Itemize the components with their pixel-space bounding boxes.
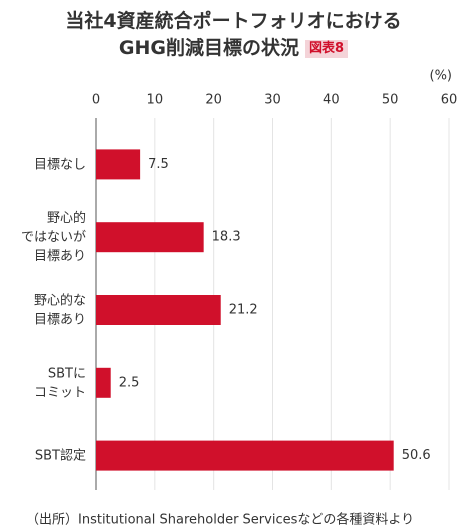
x-tick-label: 10 [147,93,164,108]
source-note: （出所）Institutional Shareholder Servicesなど… [26,512,414,528]
x-tick-label: 30 [264,93,281,108]
bar [96,367,111,398]
title-line: GHG削減目標の状況 図表8 [0,35,467,62]
unit-label: (%) [430,69,453,84]
value-label: 50.6 [402,448,431,463]
value-label: 21.2 [229,303,258,318]
bar [96,149,141,180]
x-tick-label: 0 [92,93,100,108]
x-tick-label: 50 [382,93,399,108]
figure-label: 図表8 [305,40,349,58]
y-tick-label: 野心的ではないが目標あり [21,210,86,264]
value-label: 7.5 [148,157,169,172]
y-tick-label: 目標なし [34,157,86,172]
x-tick-label: 60 [441,93,458,108]
y-tick-label: 野心的な目標あり [34,292,86,327]
y-tick-label: SBTにコミット [34,366,86,400]
bar [96,295,221,325]
chart-title: GHG削減目標の状況 [118,37,300,59]
x-tick-label: 40 [323,93,340,108]
value-label: 18.3 [212,230,241,245]
value-label: 2.5 [119,375,140,390]
chart-title: 当社4資産統合ポートフォリオにおける [65,10,402,32]
y-tick-label: SBT認定 [35,447,86,463]
bar [96,222,204,253]
x-tick-label: 20 [205,93,222,108]
title-block: 当社4資産統合ポートフォリオにおける GHG削減目標の状況 図表8 [0,8,467,62]
bar [96,440,394,471]
